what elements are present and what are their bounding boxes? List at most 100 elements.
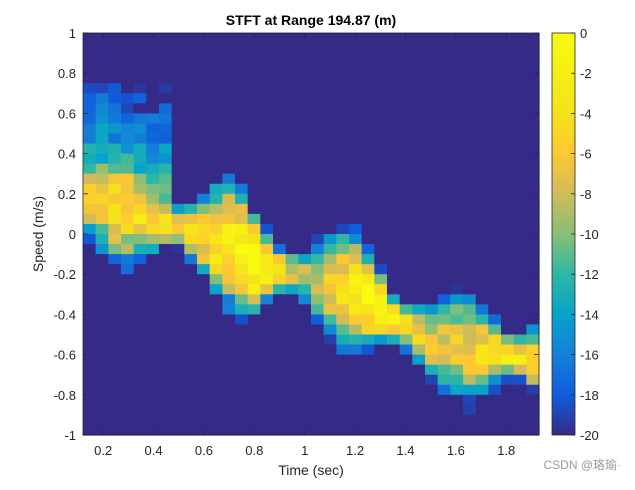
- heatmap-cell: [108, 73, 122, 84]
- heatmap-cell: [488, 193, 502, 205]
- heatmap-cell: [349, 163, 363, 175]
- heatmap-cell: [399, 394, 413, 406]
- heatmap-cell: [323, 83, 337, 94]
- heatmap-cell: [171, 374, 185, 386]
- heatmap-cell: [488, 53, 502, 64]
- heatmap-cell: [83, 133, 97, 145]
- heatmap-cell: [336, 394, 350, 406]
- heatmap-cell: [488, 294, 502, 305]
- heatmap-cell: [450, 33, 464, 44]
- heatmap-cell: [374, 183, 388, 195]
- heatmap-cell: [171, 284, 185, 295]
- heatmap-cell: [475, 414, 489, 426]
- heatmap-cell: [361, 354, 375, 366]
- heatmap-cell: [501, 394, 515, 406]
- heatmap-cell: [298, 203, 312, 215]
- heatmap-cell: [247, 384, 261, 396]
- heatmap-cell: [197, 63, 211, 74]
- heatmap-cell: [95, 334, 109, 346]
- heatmap-cell: [475, 213, 489, 225]
- heatmap-cell: [146, 274, 160, 285]
- heatmap-cell: [437, 83, 451, 94]
- heatmap-cell: [222, 284, 236, 295]
- heatmap-cell: [412, 264, 426, 275]
- heatmap-cell: [374, 254, 388, 265]
- heatmap-cell: [387, 424, 401, 436]
- heatmap-cell: [488, 414, 502, 426]
- heatmap-cell: [222, 63, 236, 74]
- heatmap-cell: [133, 294, 147, 305]
- heatmap-cell: [235, 83, 249, 94]
- heatmap-cell: [247, 354, 261, 366]
- heatmap-cell: [501, 274, 515, 285]
- heatmap-cell: [133, 203, 147, 215]
- heatmap-cell: [273, 394, 287, 406]
- heatmap-cell: [285, 223, 299, 235]
- heatmap-cell: [121, 173, 135, 185]
- heatmap-cell: [513, 53, 527, 64]
- heatmap-cell: [184, 173, 198, 185]
- heatmap-cell: [425, 193, 439, 205]
- heatmap-cell: [247, 394, 261, 406]
- heatmap-cell: [399, 274, 413, 285]
- heatmap-cell: [285, 133, 299, 145]
- heatmap-cell: [285, 374, 299, 386]
- heatmap-cell: [412, 394, 426, 406]
- heatmap-cell: [171, 254, 185, 265]
- heatmap-cell: [399, 83, 413, 94]
- heatmap-cell: [437, 344, 451, 356]
- heatmap-cell: [425, 354, 439, 366]
- heatmap-cell: [171, 73, 185, 84]
- heatmap-cell: [437, 173, 451, 185]
- heatmap-cell: [121, 83, 135, 94]
- heatmap-cell: [108, 163, 122, 175]
- heatmap-cell: [95, 374, 109, 386]
- heatmap-cell: [159, 414, 173, 426]
- heatmap-cell: [298, 133, 312, 145]
- heatmap-cell: [209, 414, 223, 426]
- heatmap-cell: [450, 63, 464, 74]
- heatmap-cell: [501, 324, 515, 336]
- heatmap-cell: [184, 143, 198, 155]
- heatmap-cell: [412, 314, 426, 326]
- heatmap-cell: [387, 404, 401, 416]
- heatmap-cell: [95, 394, 109, 406]
- heatmap-cell: [197, 254, 211, 265]
- heatmap-cell: [83, 414, 97, 426]
- heatmap-cell: [209, 223, 223, 235]
- heatmap-cell: [311, 304, 325, 315]
- heatmap-cell: [399, 314, 413, 326]
- heatmap-cell: [285, 324, 299, 336]
- heatmap-cell: [475, 163, 489, 175]
- heatmap-cell: [159, 113, 173, 125]
- heatmap-cell: [247, 244, 261, 255]
- heatmap-cell: [361, 183, 375, 195]
- y-tick-label: 0.6: [58, 106, 76, 121]
- heatmap-cell: [488, 234, 502, 245]
- heatmap-cell: [260, 83, 274, 94]
- heatmap-cell: [450, 73, 464, 84]
- heatmap-cell: [222, 203, 236, 215]
- heatmap-cell: [501, 183, 515, 195]
- heatmap-cell: [526, 284, 540, 295]
- heatmap-cell: [121, 133, 135, 145]
- heatmap-cell: [146, 103, 160, 114]
- heatmap-cell: [146, 93, 160, 104]
- heatmap-cell: [298, 294, 312, 305]
- heatmap-cell: [83, 314, 97, 326]
- heatmap-cell: [311, 83, 325, 94]
- heatmap-cell: [488, 324, 502, 336]
- heatmap-cell: [526, 43, 540, 54]
- heatmap-cell: [488, 83, 502, 94]
- heatmap-cell: [387, 43, 401, 54]
- heatmap-cell: [501, 153, 515, 165]
- heatmap-cell: [399, 414, 413, 426]
- heatmap-cell: [475, 33, 489, 44]
- heatmap-cell: [463, 274, 477, 285]
- heatmap-cell: [311, 223, 325, 235]
- x-tick-label: 0.4: [145, 443, 163, 458]
- heatmap-cell: [412, 153, 426, 165]
- heatmap-cell: [526, 334, 540, 346]
- heatmap-cell: [361, 63, 375, 74]
